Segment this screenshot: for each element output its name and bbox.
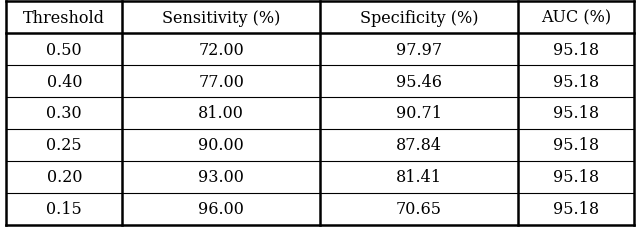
Text: 0.50: 0.50 bbox=[47, 42, 82, 58]
Text: 95.18: 95.18 bbox=[553, 73, 599, 90]
Text: Sensitivity (%): Sensitivity (%) bbox=[162, 10, 280, 27]
Text: 95.18: 95.18 bbox=[553, 169, 599, 185]
Text: 0.40: 0.40 bbox=[47, 73, 82, 90]
Text: 0.25: 0.25 bbox=[47, 137, 82, 154]
Text: 70.65: 70.65 bbox=[396, 200, 442, 217]
Text: 95.18: 95.18 bbox=[553, 42, 599, 58]
Text: 95.18: 95.18 bbox=[553, 200, 599, 217]
Text: 96.00: 96.00 bbox=[198, 200, 244, 217]
Text: 77.00: 77.00 bbox=[198, 73, 244, 90]
Text: 95.18: 95.18 bbox=[553, 137, 599, 154]
Text: 0.30: 0.30 bbox=[47, 105, 82, 122]
Text: 95.18: 95.18 bbox=[553, 105, 599, 122]
Text: 95.46: 95.46 bbox=[396, 73, 442, 90]
Text: 81.00: 81.00 bbox=[198, 105, 244, 122]
Text: Specificity (%): Specificity (%) bbox=[360, 10, 478, 27]
Text: 0.20: 0.20 bbox=[47, 169, 82, 185]
Text: 97.97: 97.97 bbox=[396, 42, 442, 58]
Text: 87.84: 87.84 bbox=[396, 137, 442, 154]
Text: 90.71: 90.71 bbox=[396, 105, 442, 122]
Text: AUC (%): AUC (%) bbox=[541, 10, 611, 27]
Text: 0.15: 0.15 bbox=[46, 200, 82, 217]
Text: 93.00: 93.00 bbox=[198, 169, 244, 185]
Text: 81.41: 81.41 bbox=[396, 169, 442, 185]
Text: 90.00: 90.00 bbox=[198, 137, 244, 154]
Text: Threshold: Threshold bbox=[23, 10, 105, 27]
Text: 72.00: 72.00 bbox=[198, 42, 244, 58]
